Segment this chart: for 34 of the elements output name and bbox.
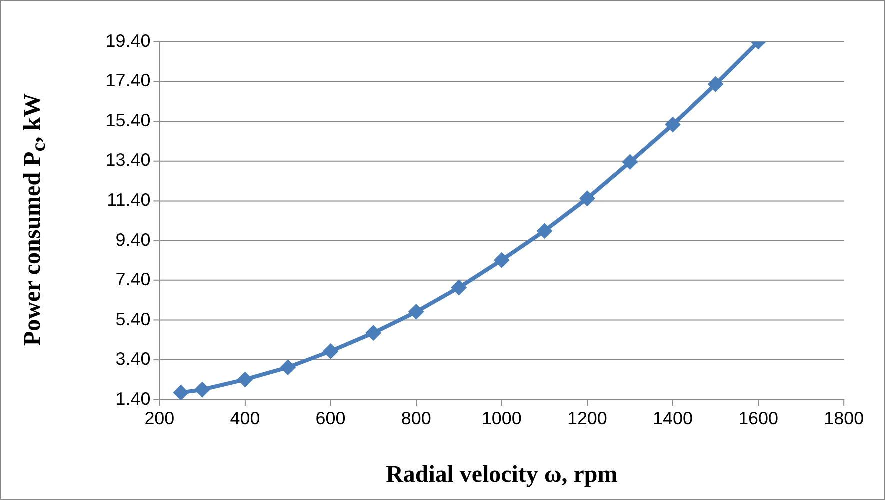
y-tick-label: 15.40 bbox=[106, 110, 151, 130]
point bbox=[451, 280, 468, 296]
y-tick-label: 11.40 bbox=[107, 190, 151, 210]
x-axis-title: Radial velocity ω, rpm bbox=[386, 462, 618, 488]
y-tick-label: 13.40 bbox=[106, 150, 151, 170]
y-tick-label: 7.40 bbox=[116, 270, 151, 290]
y-tick-label: 9.40 bbox=[116, 230, 151, 250]
point bbox=[366, 325, 382, 342]
point bbox=[622, 154, 638, 170]
y-tick-label: 5.40 bbox=[116, 309, 151, 330]
x-tick-label: 1000 bbox=[482, 408, 522, 429]
x-tick-label: 1400 bbox=[653, 408, 693, 429]
point bbox=[280, 360, 296, 376]
x-tick-label: 600 bbox=[316, 408, 346, 429]
point bbox=[579, 190, 596, 207]
x-tick-label: 1600 bbox=[738, 408, 779, 429]
point bbox=[322, 343, 339, 360]
x-tick-label: 800 bbox=[401, 408, 432, 429]
x-tick-label: 400 bbox=[230, 408, 260, 429]
y-tick-label: 1.40 bbox=[116, 388, 151, 409]
x-tick-label: 1200 bbox=[567, 408, 608, 429]
point bbox=[665, 116, 681, 133]
y-tick-label: 19.40 bbox=[106, 30, 151, 51]
y-tick-label: 17.40 bbox=[106, 70, 151, 91]
point bbox=[494, 252, 510, 268]
point bbox=[237, 372, 254, 388]
y-tick-label: 3.40 bbox=[116, 349, 151, 370]
point bbox=[408, 304, 424, 320]
point bbox=[194, 382, 210, 398]
x-tick-label: 200 bbox=[144, 408, 175, 429]
point bbox=[536, 223, 553, 240]
point bbox=[173, 384, 190, 400]
x-tick-label: 1800 bbox=[824, 408, 864, 429]
point bbox=[708, 76, 724, 92]
